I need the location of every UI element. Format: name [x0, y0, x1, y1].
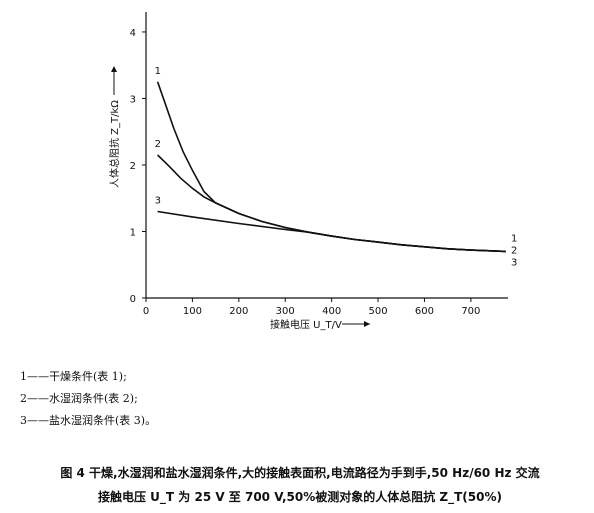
y-axis-title-arrowhead [111, 66, 117, 72]
curve-start-label-3: 3 [155, 196, 161, 207]
y-axis-title: 人体总阻抗 Z_T/kΩ [108, 100, 121, 188]
legend-item-water-wet: 2——水湿润条件(表 2); [20, 392, 138, 405]
y-tick-label-3: 3 [130, 94, 136, 105]
figure-caption-line2: 接触电压 U_T 为 25 V 至 700 V,50%被测对象的人体总阻抗 Z_… [98, 490, 502, 504]
legend-item-saltwater-wet: 3——盐水湿润条件(表 3)。 [20, 414, 157, 427]
curves [156, 81, 506, 253]
curve-1 [156, 81, 506, 253]
y-tick-label-1: 1 [130, 227, 136, 238]
legend-item-dry: 1——干燥条件(表 1); [20, 370, 127, 383]
axis-titles: 接触电压 U_T/V 人体总阻抗 Z_T/kΩ [108, 66, 370, 331]
y-tick-label-0: 0 [130, 294, 136, 305]
x-tick-label-6: 600 [415, 306, 434, 317]
curve-3 [157, 210, 506, 253]
x-axis-title-arrowhead [364, 321, 370, 327]
curve-end-label-3: 3 [511, 257, 517, 268]
x-axis-title: 接触电压 U_T/V [270, 318, 342, 331]
legend: 1——干燥条件(表 1); 2——水湿润条件(表 2); 3——盐水湿润条件(表… [20, 366, 156, 432]
x-tick-label-3: 300 [276, 306, 295, 317]
ticks: 0 100 200 300 400 500 600 700 0 1 2 3 4 [130, 28, 481, 317]
x-tick-label-0: 0 [143, 306, 149, 317]
x-tick-label-5: 500 [369, 306, 388, 317]
y-tick-label-2: 2 [130, 161, 136, 172]
x-tick-label-1: 100 [183, 306, 202, 317]
x-tick-label-7: 700 [461, 306, 480, 317]
y-tick-label-4: 4 [130, 28, 136, 39]
x-tick-label-2: 200 [229, 306, 248, 317]
curve-end-label-1: 1 [511, 233, 517, 244]
curve-end-label-2: 2 [511, 245, 517, 256]
curve-start-label-1: 1 [155, 66, 161, 77]
figure-caption-line1: 图 4 干燥,水湿润和盐水湿润条件,大的接触表面积,电流路径为手到手,50 Hz… [60, 466, 540, 480]
curve-2 [157, 154, 506, 253]
curve-start-label-2: 2 [155, 139, 161, 150]
x-tick-label-4: 400 [322, 306, 341, 317]
axes [145, 12, 508, 299]
